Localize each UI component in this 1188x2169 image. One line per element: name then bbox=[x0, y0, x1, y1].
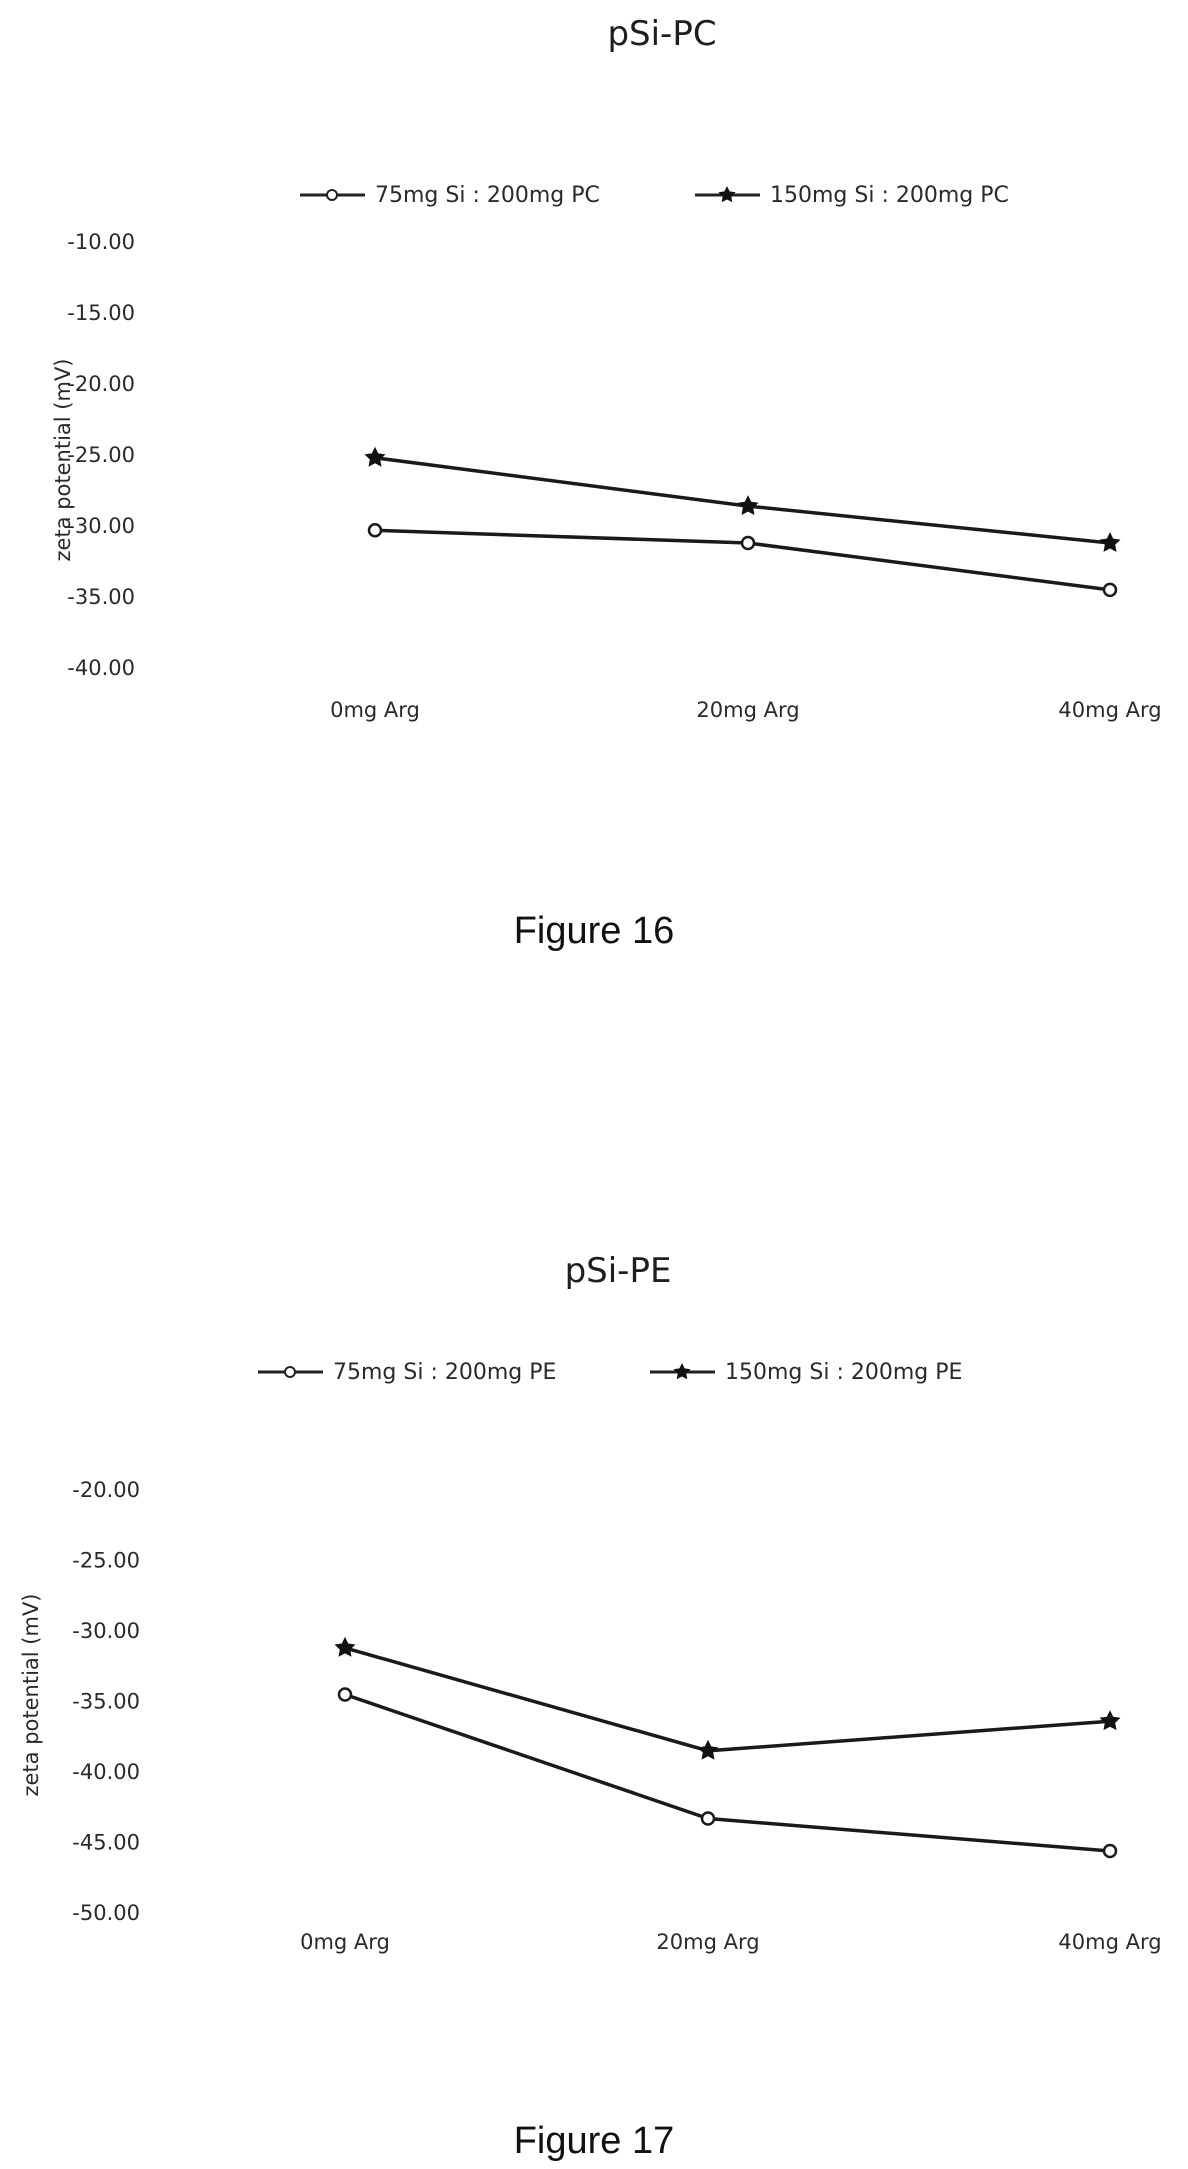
series-line-1 bbox=[344, 1692, 1111, 1853]
data-point-series-2 bbox=[334, 1636, 356, 1657]
x-tick-label: 0mg Arg bbox=[330, 698, 420, 722]
data-point-series-1 bbox=[700, 1811, 716, 1826]
y-tick-label: -10.00 bbox=[67, 230, 135, 254]
x-tick-label: 0mg Arg bbox=[300, 1930, 390, 1954]
legend-marker-series-1 bbox=[326, 189, 338, 201]
y-tick-labels: -20.00 -25.00 -30.00 -35.00 -40.00 -45.00 -50.… bbox=[72, 1478, 140, 1925]
series-layer bbox=[334, 1636, 1121, 1859]
data-point-series-1 bbox=[367, 523, 383, 538]
x-tick-labels: 0mg Arg 20mg Arg 40mg Arg bbox=[330, 698, 1161, 722]
y-axis-label: zeta potential (mV) bbox=[51, 358, 75, 561]
y-tick-label: -30.00 bbox=[67, 514, 135, 538]
legend-label-series-2: 150mg Si : 200mg PE bbox=[725, 1360, 962, 1385]
y-tick-label: -20.00 bbox=[72, 1478, 140, 1502]
y-tick-label: -35.00 bbox=[67, 585, 135, 609]
y-tick-label: -25.00 bbox=[67, 443, 135, 467]
x-tick-label: 20mg Arg bbox=[656, 1930, 759, 1954]
y-tick-label: -30.00 bbox=[72, 1619, 140, 1643]
y-tick-labels: -10.00 -15.00 -20.00 -25.00 -30.00 -35.00 -40.… bbox=[67, 230, 135, 680]
data-point-series-2 bbox=[364, 446, 386, 467]
data-point-series-1 bbox=[337, 1687, 353, 1702]
legend-marker-series-2 bbox=[673, 1363, 691, 1380]
y-tick-label: -15.00 bbox=[67, 301, 135, 325]
y-tick-label: -20.00 bbox=[67, 372, 135, 396]
data-point-series-2 bbox=[737, 495, 759, 515]
x-tick-label: 40mg Arg bbox=[1058, 698, 1161, 722]
x-tick-label: 40mg Arg bbox=[1058, 1930, 1161, 1954]
legend-label-series-2: 150mg Si : 200mg PC bbox=[770, 183, 1009, 208]
data-point-series-2 bbox=[1099, 532, 1121, 552]
y-tick-label: -50.00 bbox=[72, 1901, 140, 1925]
x-tick-label: 20mg Arg bbox=[696, 698, 799, 722]
chart-title: pSi-PC bbox=[607, 14, 716, 54]
y-tick-label: -40.00 bbox=[67, 656, 135, 680]
legend: 75mg Si : 200mg PE 150mg Si : 200mg PE bbox=[258, 1360, 962, 1385]
data-point-series-1 bbox=[740, 535, 756, 551]
data-point-series-1 bbox=[1102, 1843, 1118, 1859]
y-axis-label: zeta potential (mV) bbox=[19, 1593, 43, 1796]
y-tick-label: -35.00 bbox=[72, 1690, 140, 1714]
legend-marker-series-2 bbox=[718, 186, 736, 203]
data-point-series-2 bbox=[1099, 1710, 1121, 1731]
chart-title: pSi-PE bbox=[565, 1251, 672, 1291]
legend-label-series-1: 75mg Si : 200mg PC bbox=[375, 183, 600, 208]
figure-17-caption: Figure 17 bbox=[513, 2120, 675, 2162]
x-tick-labels: 0mg Arg 20mg Arg 40mg Arg bbox=[300, 1930, 1161, 1954]
data-point-series-2 bbox=[697, 1739, 719, 1760]
data-point-series-1 bbox=[1102, 582, 1118, 598]
y-tick-label: -45.00 bbox=[72, 1831, 140, 1855]
y-tick-label: -25.00 bbox=[72, 1549, 140, 1573]
series-layer bbox=[364, 446, 1121, 598]
figure-16-caption: Figure 16 bbox=[513, 910, 675, 952]
chart-psi-pc: pSi-PC 75mg Si : 200mg PC 150mg Si : 200… bbox=[51, 14, 1162, 722]
series-line-2 bbox=[374, 456, 1111, 545]
legend-label-series-1: 75mg Si : 200mg PE bbox=[333, 1360, 556, 1385]
y-tick-label: -40.00 bbox=[72, 1760, 140, 1784]
legend: 75mg Si : 200mg PC 150mg Si : 200mg PC bbox=[300, 183, 1009, 208]
legend-marker-series-1 bbox=[284, 1366, 296, 1378]
chart-psi-pe: pSi-PE 75mg Si : 200mg PE 150mg Si : 200… bbox=[19, 1251, 1162, 1954]
